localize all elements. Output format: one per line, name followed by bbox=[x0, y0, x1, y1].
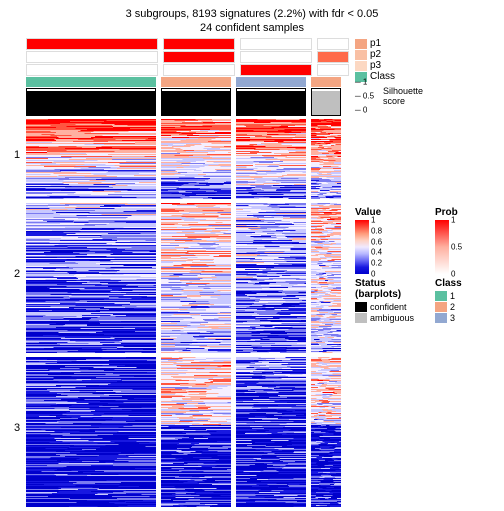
heatmap-block bbox=[161, 203, 231, 353]
annot-cell bbox=[161, 77, 231, 87]
silhouette-row bbox=[26, 88, 349, 116]
right-column: p1p2p3Class─ 1─ 0.5─ 0Silhouette score Va… bbox=[349, 38, 471, 511]
annot-cell bbox=[240, 38, 312, 50]
annot-row-p1 bbox=[26, 38, 349, 50]
annot-cell bbox=[240, 51, 312, 63]
annot-cell bbox=[236, 77, 306, 87]
annot-cell bbox=[26, 38, 158, 50]
annot-cell bbox=[163, 38, 235, 50]
silhouette-axis: ─ 1─ 0.5─ 0Silhouette score bbox=[355, 82, 471, 110]
silhouette-cell bbox=[236, 88, 306, 116]
annot-cell bbox=[317, 51, 349, 63]
annot-label: p2 bbox=[370, 49, 381, 60]
row-group-label: 1 bbox=[8, 113, 26, 197]
heatmap-block bbox=[161, 357, 231, 507]
chart-title: 3 subgroups, 8193 signatures (2.2%) with… bbox=[8, 8, 496, 20]
silhouette-cell bbox=[161, 88, 231, 116]
heatmap-column bbox=[26, 38, 349, 511]
annot-row-p3 bbox=[26, 64, 349, 76]
heatmap-block bbox=[311, 119, 341, 199]
chart-subtitle: 24 confident samples bbox=[8, 22, 496, 34]
heatmap-block bbox=[311, 357, 341, 507]
heatmap-group-1 bbox=[26, 119, 349, 199]
annot-row-class_color bbox=[26, 77, 349, 87]
legend-area: Value10.80.60.40.20Status (barplots)conf… bbox=[355, 203, 471, 324]
heatmap-block bbox=[161, 119, 231, 199]
heatmap-group-2 bbox=[26, 203, 349, 353]
annot-cell bbox=[317, 64, 349, 76]
silhouette-cell bbox=[311, 88, 341, 116]
annot-cell bbox=[163, 64, 235, 76]
row-group-label: 3 bbox=[8, 351, 26, 505]
annot-cell bbox=[240, 64, 312, 76]
heatmap-group-3 bbox=[26, 357, 349, 507]
heatmap-block bbox=[236, 119, 306, 199]
annot-row-p2 bbox=[26, 51, 349, 63]
heatmap-block bbox=[26, 119, 156, 199]
heatmap-block bbox=[236, 203, 306, 353]
annot-label: p3 bbox=[370, 60, 381, 71]
heatmap-block bbox=[311, 203, 341, 353]
main-area: 123 p1p2p3Class─ 1─ 0.5─ 0Silhouette sco… bbox=[8, 38, 496, 511]
silhouette-cell bbox=[26, 88, 156, 116]
annot-cell bbox=[311, 77, 341, 87]
annot-label: Class bbox=[370, 71, 395, 82]
heatmap-block bbox=[236, 357, 306, 507]
heatmap-block bbox=[26, 203, 156, 353]
row-axis: 123 bbox=[8, 38, 26, 511]
row-group-label: 2 bbox=[8, 197, 26, 351]
annot-label: p1 bbox=[370, 38, 381, 49]
annot-cell bbox=[26, 51, 158, 63]
annot-cell bbox=[26, 64, 158, 76]
annot-cell bbox=[163, 51, 235, 63]
heatmap-block bbox=[26, 357, 156, 507]
annot-cell bbox=[317, 38, 349, 50]
annot-cell bbox=[26, 77, 156, 87]
